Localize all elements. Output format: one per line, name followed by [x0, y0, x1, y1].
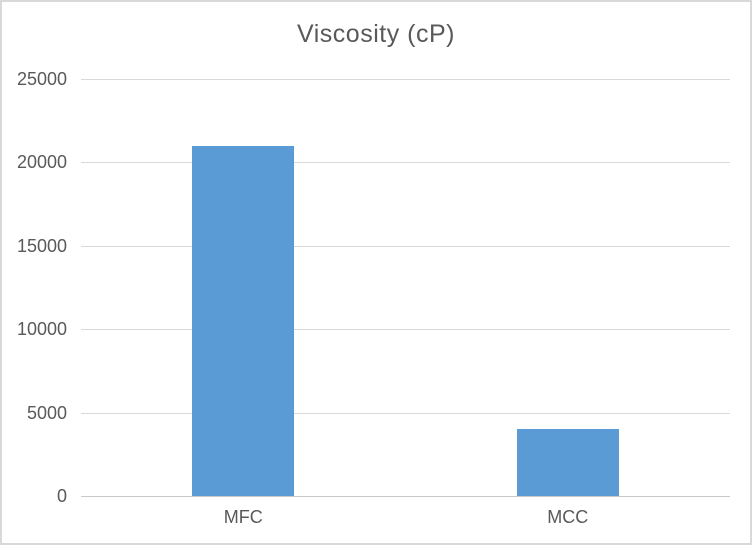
chart-title[interactable]: Viscosity (cP)	[297, 20, 455, 48]
bar-mcc[interactable]	[516, 429, 619, 496]
bar-mfc[interactable]	[192, 145, 295, 496]
gridline	[81, 412, 730, 414]
x-tick-label-mfc: MFC	[223, 507, 263, 527]
y-tick-label: 0	[56, 486, 67, 506]
y-tick-label: 15000	[16, 235, 67, 256]
y-tick-label: 5000	[26, 402, 67, 423]
gridline	[81, 162, 730, 164]
gridline	[81, 329, 730, 331]
plot-area	[81, 79, 730, 497]
y-tick-label: 10000	[16, 319, 67, 340]
gridline	[81, 245, 730, 247]
y-tick-label: 25000	[16, 69, 67, 89]
gridline	[81, 79, 730, 80]
x-axis-line	[81, 496, 730, 497]
y-tick-label: 20000	[16, 152, 67, 173]
x-tick-label-mcc: MCC	[547, 507, 589, 527]
